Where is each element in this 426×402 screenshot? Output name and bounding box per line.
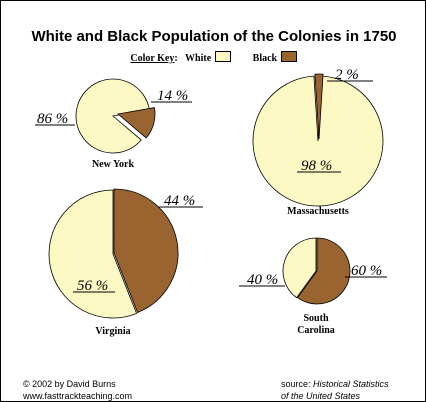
footer-credit: © 2002 by David Burns www.fasttrackteach… — [23, 378, 133, 401]
south-carolina-white-slice — [282, 237, 317, 299]
legend-black-label: Black — [252, 53, 278, 64]
legend-black-swatch — [280, 51, 297, 62]
website-text: www.fasttrackteaching.com — [23, 391, 133, 401]
footer-source: source: Historical Statistics of the Uni… — [281, 378, 389, 401]
new-york-name-label: New York — [92, 159, 135, 170]
chart-title: White and Black Population of the Coloni… — [31, 28, 397, 45]
massachusetts-white-slice — [252, 75, 384, 207]
massachusetts-white-label: 98 % — [301, 158, 332, 174]
virginia-name-label: Virginia — [95, 326, 130, 337]
south-carolina-white-label: 40 % — [247, 272, 278, 288]
massachusetts-name-label: Massachusetts — [287, 206, 349, 217]
virginia-white-label: 56 % — [77, 278, 108, 294]
south-carolina-black-label: 60 % — [351, 263, 382, 279]
new-york-black-slice — [117, 107, 156, 139]
south-carolina-black-slice — [297, 237, 351, 305]
south-carolina-name-label-2: Carolina — [297, 325, 335, 336]
copyright-text: © 2002 by David Burns — [23, 379, 116, 389]
new-york-white-slice — [75, 78, 150, 154]
virginia-black-slice — [113, 188, 179, 314]
legend-white-label: White — [185, 53, 212, 64]
new-york-black-label: 14 % — [157, 88, 188, 104]
massachusetts-black-label: 2 % — [335, 67, 359, 83]
massachusetts-black-slice — [314, 73, 324, 140]
source-line-1: Historical Statistics — [313, 379, 389, 389]
legend-white-swatch — [214, 51, 231, 62]
south-carolina-name-label-1: South — [303, 313, 328, 324]
virginia-white-slice — [48, 189, 138, 319]
new-york-white-label: 86 % — [37, 111, 68, 127]
source-prefix: source: — [281, 379, 311, 389]
color-key: Color Key: White Black — [1, 51, 425, 64]
virginia-black-label: 44 % — [164, 193, 195, 209]
source-line-2: of the United States — [281, 391, 361, 401]
color-key-label: Color Key — [130, 53, 175, 64]
